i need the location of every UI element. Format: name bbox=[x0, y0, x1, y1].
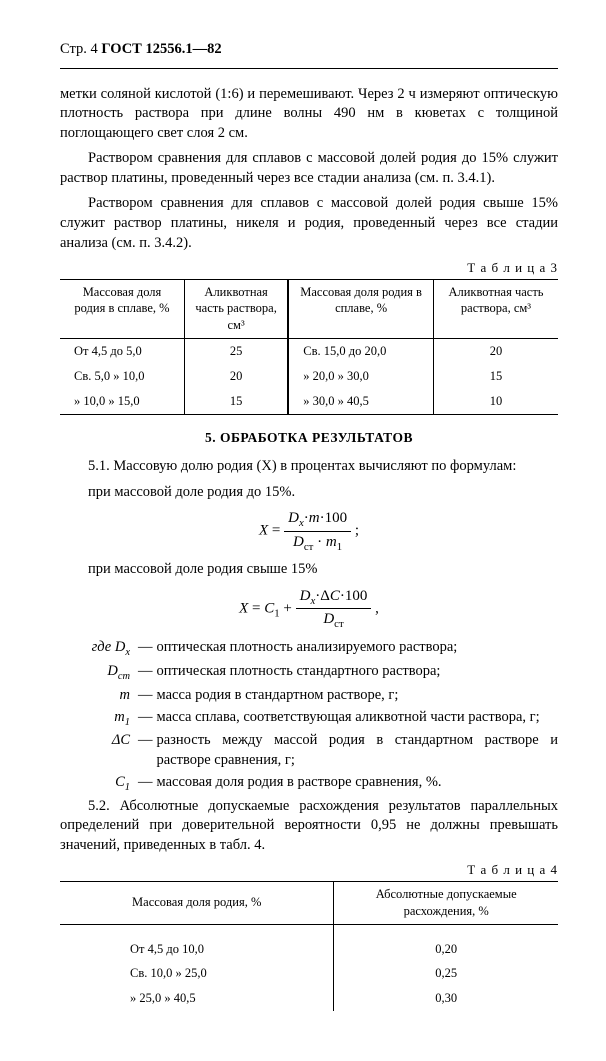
standard-code: ГОСТ 12556.1—82 bbox=[101, 41, 221, 57]
where-row: ΔC— разность между массой родия в станда… bbox=[86, 731, 558, 770]
where-row: где Dx — оптическая плотность анализируе… bbox=[86, 638, 558, 660]
table-row: » 10,0 » 15,0 15 » 30,0 » 40,5 10 bbox=[60, 389, 558, 414]
page-number: Стр. 4 bbox=[60, 41, 98, 57]
table3-h2: Аликвотная часть раствора, см³ bbox=[185, 279, 289, 339]
table4-label: Т а б л и ц а 4 bbox=[60, 861, 558, 879]
table-row: От 4,5 до 5,0 25 Св. 15,0 до 20,0 20 bbox=[60, 339, 558, 364]
paragraph-2: Раствором сравнения для сплавов с массов… bbox=[60, 149, 558, 188]
table-4: Массовая доля родия, % Абсолютные допуск… bbox=[60, 881, 558, 1011]
section-5-title: 5. ОБРАБОТКА РЕЗУЛЬТАТОВ bbox=[60, 429, 558, 447]
where-label: где bbox=[92, 639, 112, 655]
table-row: Св. 5,0 » 10,0 20 » 20,0 » 30,0 15 bbox=[60, 364, 558, 389]
table4-h2: Абсолютные допускаемые расхождения, % bbox=[334, 881, 558, 924]
table4-h1: Массовая доля родия, % bbox=[60, 881, 334, 924]
table-row: Св. 10,0 » 25,0 0,25 bbox=[60, 961, 558, 986]
p51-b: при массовой доле родия свыше 15% bbox=[60, 560, 558, 580]
table3-h1: Массовая доля родия в сплаве, % bbox=[60, 279, 185, 339]
where-row: Dст— оптическая плотность стандартного р… bbox=[86, 662, 558, 684]
table3-label: Т а б л и ц а 3 bbox=[60, 259, 558, 277]
where-row: m— масса родия в стандартном растворе, г… bbox=[86, 686, 558, 706]
table3-h4: Аликвотная часть раствора, см³ bbox=[433, 279, 558, 339]
p51-a: при массовой доле родия до 15%. bbox=[60, 483, 558, 503]
table-3: Массовая доля родия в сплаве, % Аликвотн… bbox=[60, 279, 558, 415]
formula-1: X = Dx·m·100Dст · m1 ; bbox=[60, 508, 558, 554]
header-rule bbox=[60, 68, 558, 69]
where-block: где Dx — оптическая плотность анализируе… bbox=[86, 638, 558, 795]
table-row: От 4,5 до 10,0 0,20 bbox=[60, 937, 558, 962]
paragraph-1: метки соляной кислотой (1:6) и перемешив… bbox=[60, 85, 558, 144]
p51-intro: 5.1. Массовую долю родия (X) в процентах… bbox=[60, 457, 558, 477]
table-row: » 25,0 » 40,5 0,30 bbox=[60, 986, 558, 1011]
page-header: Стр. 4 ГОСТ 12556.1—82 bbox=[60, 40, 558, 60]
where-row: C1— массовая доля родия в растворе сравн… bbox=[86, 773, 558, 795]
table3-h3: Массовая доля родия в сплаве, % bbox=[288, 279, 433, 339]
where-row: m1— масса сплава, соответствующая аликво… bbox=[86, 708, 558, 730]
p52: 5.2. Абсолютные допускаемые расхождения … bbox=[60, 797, 558, 856]
formula-2: X = C1 + Dx·ΔC·100Dст , bbox=[60, 586, 558, 632]
paragraph-3: Раствором сравнения для сплавов с массов… bbox=[60, 194, 558, 253]
